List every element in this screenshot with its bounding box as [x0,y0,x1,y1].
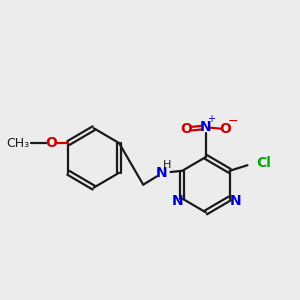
Text: N: N [230,194,241,208]
Text: O: O [220,122,231,136]
Text: +: + [207,114,215,124]
Text: −: − [228,115,238,128]
Text: N: N [200,120,212,134]
Text: CH₃: CH₃ [6,136,29,150]
Text: Cl: Cl [256,156,271,170]
Text: H: H [163,160,171,170]
Text: O: O [181,122,192,136]
Text: O: O [45,136,57,150]
Text: N: N [172,194,183,208]
Text: N: N [156,166,168,180]
